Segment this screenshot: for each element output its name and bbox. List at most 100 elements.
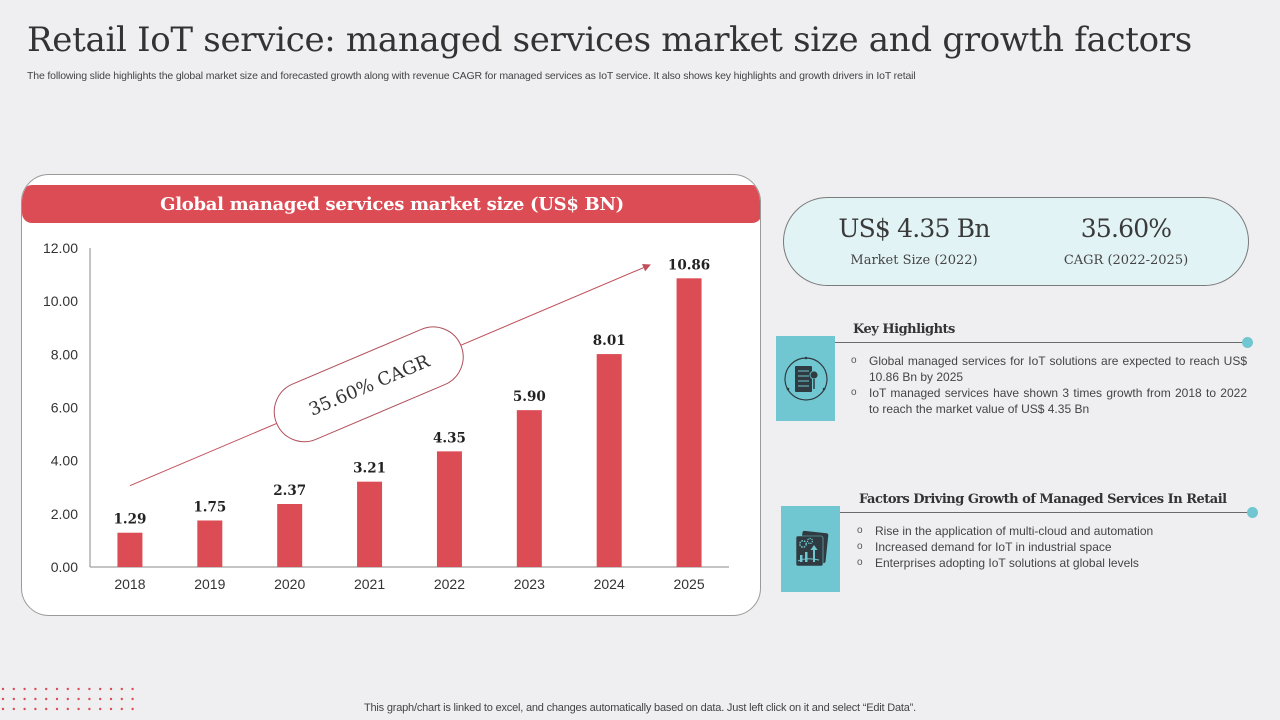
dot [88,707,91,711]
bar-2018 [117,532,143,567]
dot [1,697,5,701]
x-tick-label: 2021 [354,576,385,592]
page-subtitle: The following slide highlights the globa… [27,70,916,82]
bar-2021 [357,481,383,567]
stat-label: Market Size (2022) [850,253,978,268]
dot-marker [1247,507,1258,518]
dot-marker [1242,337,1253,348]
dot [45,687,48,691]
dot [23,697,26,701]
stat-value: 35.60% [1080,214,1172,243]
chart-card[interactable]: 0.00 2.00 4.00 6.00 8.00 10.00 12.00 1.29 2018 1.… [21,174,761,616]
y-tick-label: 6.00 [51,400,78,416]
y-tick-label: 2.00 [51,506,78,522]
dot [109,707,113,711]
x-tick-label: 2018 [114,576,145,592]
dot [55,687,59,691]
key-highlights-title: Key Highlights [853,322,955,337]
dot [77,697,80,701]
data-label: 3.21 [353,461,386,477]
dot [88,697,91,701]
dot [23,707,26,711]
stats-pill: US$ 4.35 Bn Market Size (2022) 35.60% CA… [783,197,1249,286]
dot [131,697,134,701]
dot [66,707,70,711]
x-tick-label: 2019 [194,576,225,592]
page-title: Retail IoT service: managed services mar… [27,20,1192,60]
dot [45,707,48,711]
stat-market-size: US$ 4.35 Bn Market Size (2022) [814,214,1014,268]
key-highlights-list: Global managed services for IoT solution… [847,353,1247,417]
dot [120,697,124,701]
dot [109,687,113,691]
dot [120,687,124,691]
data-label: 10.86 [668,257,710,273]
dot [34,697,37,701]
footer-note: This graph/chart is linked to excel, and… [364,702,916,714]
data-label: 5.90 [513,389,546,405]
divider [840,512,1250,513]
growth-factors-list: Rise in the application of multi-cloud a… [853,523,1253,571]
divider [835,342,1245,343]
y-tick-label: 12.00 [43,240,78,256]
dot [77,687,80,691]
list-item: Enterprises adopting IoT solutions at gl… [853,555,1253,571]
bar-2020 [277,503,303,567]
bar-2025 [676,278,702,567]
cagr-pill [273,326,464,443]
y-tick-label: 4.00 [51,453,78,469]
dot [1,687,5,691]
dot [99,697,102,701]
x-tick-label: 2025 [673,576,704,592]
growth-factors-title: Factors Driving Growth of Managed Servic… [859,492,1227,507]
document-icon [776,336,835,421]
dot [34,687,37,691]
data-label: 2.37 [273,483,306,499]
dot [55,697,59,701]
dot [120,707,124,711]
dot [45,697,48,701]
dot [99,687,102,691]
list-item: Increased demand for IoT in industrial s… [853,539,1253,555]
bar-2022 [436,451,462,567]
stat-value: US$ 4.35 Bn [838,214,990,243]
dot [55,707,59,711]
list-item: Rise in the application of multi-cloud a… [853,523,1253,539]
dot [66,687,70,691]
dot [12,697,15,701]
y-tick-label: 10.00 [43,293,78,309]
dot [99,707,102,711]
bar-2023 [516,410,542,567]
y-tick-label: 8.00 [51,346,78,362]
chart-title: Global managed services market size (US$… [22,185,760,223]
dot [131,707,134,711]
stat-label: CAGR (2022-2025) [1063,253,1189,268]
dot [77,707,80,711]
data-label: 1.29 [113,512,146,528]
x-tick-label: 2020 [274,576,305,592]
stat-cagr: 35.60% CAGR (2022-2025) [1026,214,1226,268]
dot [66,697,70,701]
bar-chart[interactable]: 0.00 2.00 4.00 6.00 8.00 10.00 12.00 1.29 2018 1.… [22,175,761,616]
dot [12,687,15,691]
data-label: 8.01 [593,333,626,349]
y-tick-label: 0.00 [51,559,78,575]
dot [23,687,26,691]
decorative-dot-grid [1,687,134,711]
dot [34,707,37,711]
dot [1,707,5,711]
list-item: IoT managed services have shown 3 times … [847,385,1247,417]
bar-2019 [197,520,223,567]
growth-gears-icon [781,506,840,592]
dot [12,707,15,711]
data-label: 4.35 [433,430,466,446]
dot [88,687,91,691]
x-tick-label: 2023 [514,576,545,592]
dot [109,697,113,701]
bar-2024 [596,354,622,567]
list-item: Global managed services for IoT solution… [847,353,1247,385]
data-label: 1.75 [193,499,226,515]
dot [131,687,134,691]
x-tick-label: 2024 [594,576,625,592]
x-tick-label: 2022 [434,576,465,592]
